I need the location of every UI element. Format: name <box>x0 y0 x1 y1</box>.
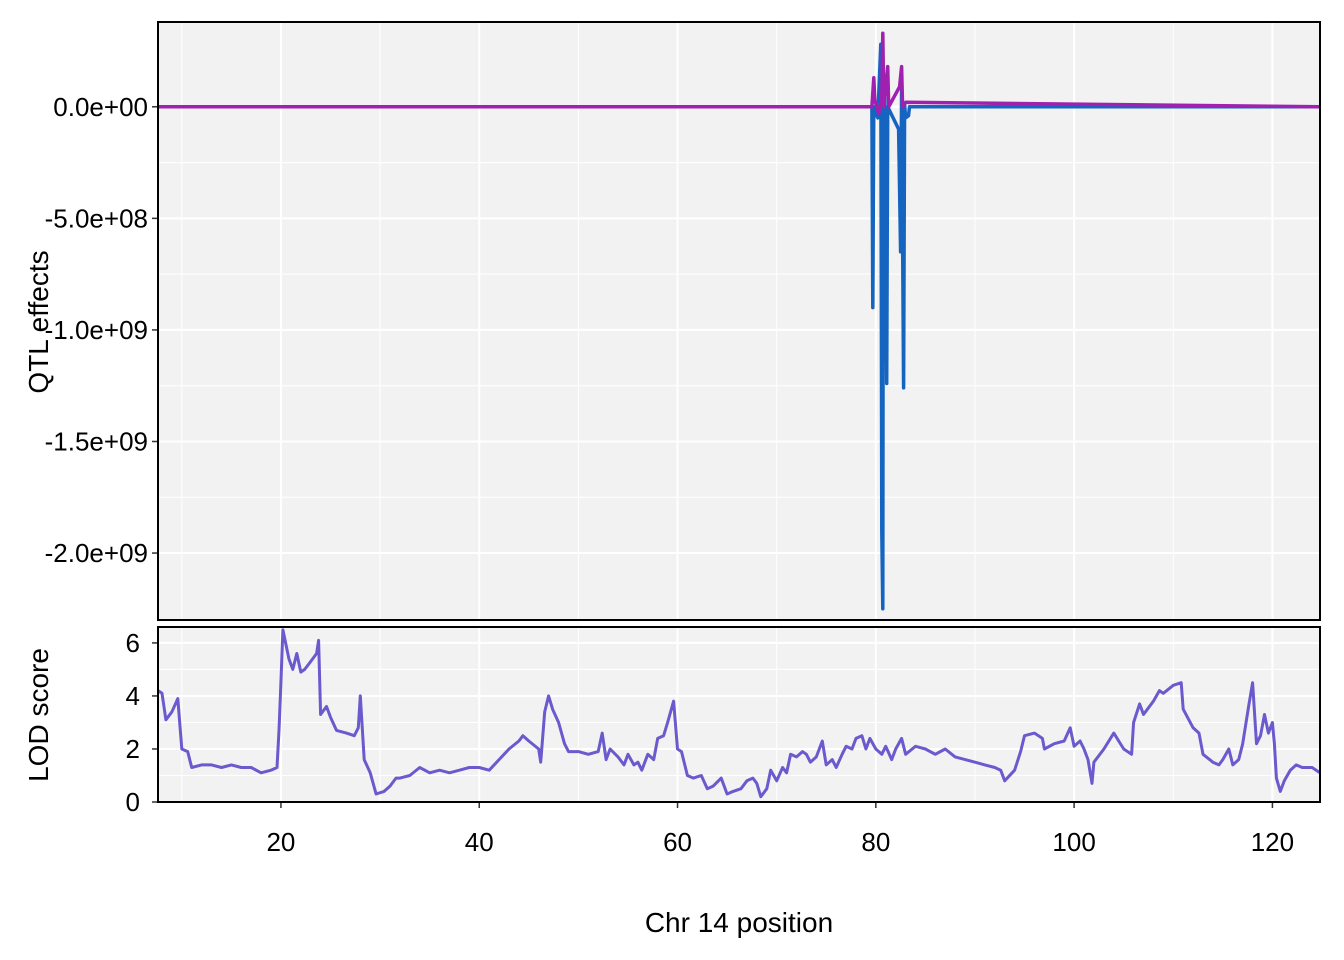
top-y-tick-label: 0.0e+00 <box>53 92 148 122</box>
x-tick-label: 100 <box>1052 827 1095 857</box>
bottom-y-tick-label: 4 <box>126 681 140 711</box>
x-tick-label: 120 <box>1251 827 1294 857</box>
bottom-y-axis-title: LOD score <box>23 648 54 782</box>
x-tick-label: 80 <box>861 827 890 857</box>
qtl-effect-series-line-1 <box>158 42 1320 611</box>
lod-score-panel: 0 2 4 6 20 40 60 80 100 120 <box>126 626 1321 857</box>
x-axis-title: Chr 14 position <box>645 907 833 938</box>
bottom-y-tick-label: 0 <box>126 787 140 817</box>
qtl-effect-series-line-2 <box>158 31 1320 116</box>
top-plot-background <box>158 22 1320 620</box>
top-y-tick-label: -1.0e+09 <box>45 315 148 345</box>
top-panel-border <box>157 21 1321 621</box>
top-y-tick-label: -5.0e+08 <box>45 203 148 233</box>
qtl-effects-panel: 0.0e+00 -5.0e+08 -1.0e+09 -1.5e+09 -2.0e+09 <box>45 21 1321 621</box>
top-y-tick-label: -2.0e+09 <box>45 538 148 568</box>
x-tick-label: 60 <box>663 827 692 857</box>
bottom-y-tick-label: 2 <box>126 734 140 764</box>
lod-series-line <box>158 628 1320 799</box>
bottom-plot-background <box>158 627 1320 802</box>
x-tick-label: 40 <box>465 827 494 857</box>
bottom-panel-border <box>157 626 1321 803</box>
bottom-y-tick-label: 6 <box>126 628 140 658</box>
top-y-tick-label: -1.5e+09 <box>45 426 148 456</box>
x-tick-label: 20 <box>266 827 295 857</box>
top-y-axis-title: QTL effects <box>23 250 54 393</box>
